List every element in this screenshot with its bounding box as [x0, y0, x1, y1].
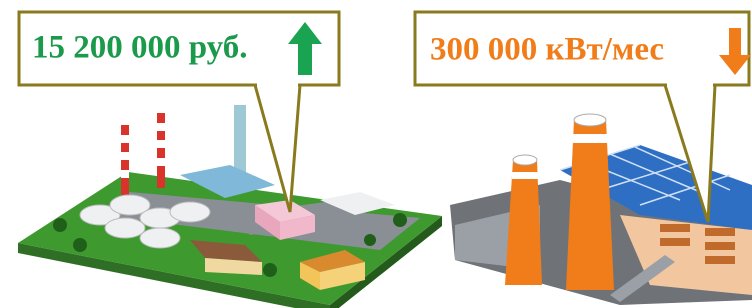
industrial-plant-illustration — [18, 105, 442, 308]
infographic: 15 200 000 руб. 300 000 кВт/мес — [0, 0, 752, 308]
callout-text: 300 000 кВт/мес — [430, 32, 664, 68]
callout-text: 15 200 000 руб. — [32, 30, 247, 66]
